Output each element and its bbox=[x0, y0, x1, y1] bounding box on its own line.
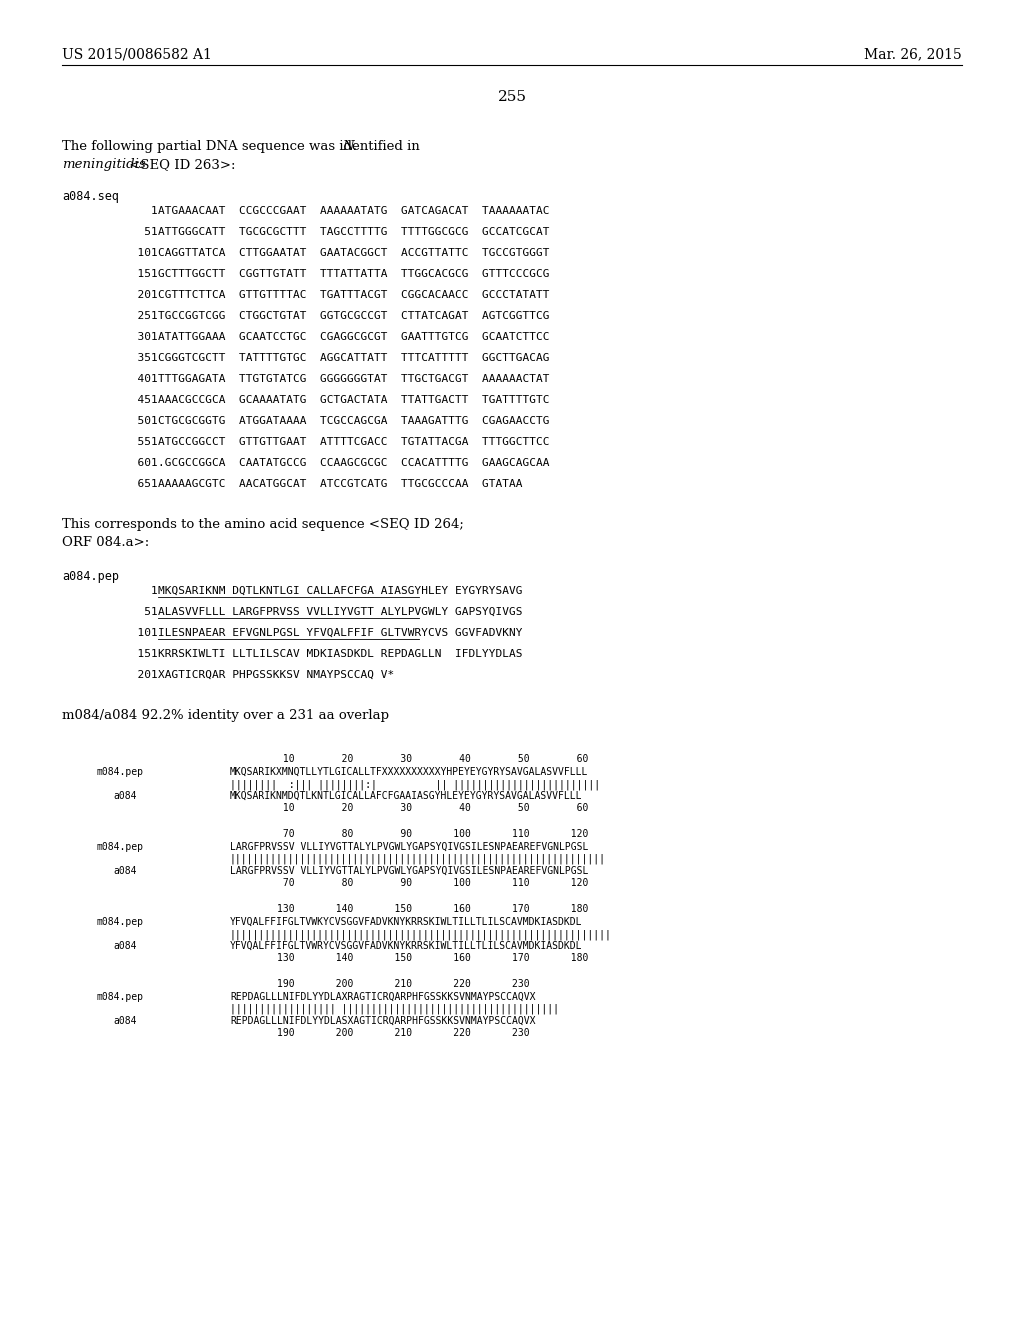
Text: 101: 101 bbox=[124, 628, 158, 638]
Text: 1: 1 bbox=[124, 206, 158, 216]
Text: CGTTTCTTCA  GTTGTTTTAC  TGATTTACGT  CGGCACAACC  GCCCTATATT: CGTTTCTTCA GTTGTTTTAC TGATTTACGT CGGCACA… bbox=[158, 290, 550, 300]
Text: .GCGCCGGCA  CAATATGCCG  CCAAGCGCGC  CCACATTTTG  GAAGCAGCAA: .GCGCCGGCA CAATATGCCG CCAAGCGCGC CCACATT… bbox=[158, 458, 550, 469]
Text: GCTTTGGCTT  CGGTTGTATT  TTTATTATTA  TTGGCACGCG  GTTTCCCGCG: GCTTTGGCTT CGGTTGTATT TTTATTATTA TTGGCAC… bbox=[158, 269, 550, 279]
Text: N.: N. bbox=[342, 140, 356, 153]
Text: 130       140       150       160       170       180: 130 140 150 160 170 180 bbox=[230, 953, 589, 964]
Text: 351: 351 bbox=[124, 352, 158, 363]
Text: a084: a084 bbox=[113, 941, 136, 950]
Text: 401: 401 bbox=[124, 374, 158, 384]
Text: a084: a084 bbox=[113, 866, 136, 876]
Text: m084.pep: m084.pep bbox=[96, 917, 143, 927]
Text: 151: 151 bbox=[124, 269, 158, 279]
Text: ORF 084.a>:: ORF 084.a>: bbox=[62, 536, 150, 549]
Text: US 2015/0086582 A1: US 2015/0086582 A1 bbox=[62, 48, 212, 61]
Text: ALASVVFLLL LARGFPRVSS VVLLIYVGTT ALYLPVGWLY GAPSYQIVGS: ALASVVFLLL LARGFPRVSS VVLLIYVGTT ALYLPVG… bbox=[158, 607, 522, 616]
Text: 190       200       210       220       230: 190 200 210 220 230 bbox=[230, 1028, 529, 1038]
Text: YFVQALFFIFGLTVWRYCVSGGVFADVKNYKRRSKIWLTILLTLILSCAVMDKIASDKDL: YFVQALFFIFGLTVWRYCVSGGVFADVKNYKRRSKIWLTI… bbox=[230, 941, 583, 950]
Text: 255: 255 bbox=[498, 90, 526, 104]
Text: 151: 151 bbox=[124, 649, 158, 659]
Text: 101: 101 bbox=[124, 248, 158, 257]
Text: 51: 51 bbox=[124, 607, 158, 616]
Text: 10        20        30        40        50        60: 10 20 30 40 50 60 bbox=[230, 803, 589, 813]
Text: This corresponds to the amino acid sequence <SEQ ID 264;: This corresponds to the amino acid seque… bbox=[62, 517, 464, 531]
Text: CTGCGCGGTG  ATGGATAAAA  TCGCCAGCGA  TAAAGATTTG  CGAGAACCTG: CTGCGCGGTG ATGGATAAAA TCGCCAGCGA TAAAGAT… bbox=[158, 416, 550, 426]
Text: 501: 501 bbox=[124, 416, 158, 426]
Text: REPDAGLLLNIFDLYYDLAXRAGTICRQARPHFGSSKKSVNMAYPSCCAQVX: REPDAGLLLNIFDLYYDLAXRAGTICRQARPHFGSSKKSV… bbox=[230, 993, 536, 1002]
Text: XAGTICRQAR PHPGSSKKSV NMAYPSCCAQ V*: XAGTICRQAR PHPGSSKKSV NMAYPSCCAQ V* bbox=[158, 671, 394, 680]
Text: |||||||||||||||||| |||||||||||||||||||||||||||||||||||||: |||||||||||||||||| |||||||||||||||||||||… bbox=[230, 1005, 559, 1015]
Text: 70        80        90       100       110       120: 70 80 90 100 110 120 bbox=[230, 829, 589, 840]
Text: TGCCGGTCGG  CTGGCTGTAT  GGTGCGCCGT  CTTATCAGAT  AGTCGGTTCG: TGCCGGTCGG CTGGCTGTAT GGTGCGCCGT CTTATCA… bbox=[158, 312, 550, 321]
Text: 51: 51 bbox=[124, 227, 158, 238]
Text: ATGAAACAAT  CCGCCCGAAT  AAAAAATATG  GATCAGACAT  TAAAAAATAC: ATGAAACAAT CCGCCCGAAT AAAAAATATG GATCAGA… bbox=[158, 206, 550, 216]
Text: m084.pep: m084.pep bbox=[96, 842, 143, 851]
Text: TTTGGAGATA  TTGTGTATCG  GGGGGGGTAT  TTGCTGACGT  AAAAAACTAT: TTTGGAGATA TTGTGTATCG GGGGGGGTAT TTGCTGA… bbox=[158, 374, 550, 384]
Text: 201: 201 bbox=[124, 290, 158, 300]
Text: m084/a084 92.2% identity over a 231 aa overlap: m084/a084 92.2% identity over a 231 aa o… bbox=[62, 709, 389, 722]
Text: ||||||||  :||| ||||||||:|          || |||||||||||||||||||||||||: |||||||| :||| ||||||||:| || ||||||||||||… bbox=[230, 779, 600, 789]
Text: a084: a084 bbox=[113, 791, 136, 801]
Text: 70        80        90       100       110       120: 70 80 90 100 110 120 bbox=[230, 878, 589, 888]
Text: MKQSARIKXMNQTLLYTLGICALLTFXXXXXXXXXXYHPEYEYGYRYSAVGALASVVFLLL: MKQSARIKXMNQTLLYTLGICALLTFXXXXXXXXXXYHPE… bbox=[230, 767, 589, 777]
Text: ||||||||||||||||||||||||||||||||||||||||||||||||||||||||||||||||: ||||||||||||||||||||||||||||||||||||||||… bbox=[230, 854, 606, 865]
Text: m084.pep: m084.pep bbox=[96, 767, 143, 777]
Text: 451: 451 bbox=[124, 395, 158, 405]
Text: meningitidis: meningitidis bbox=[62, 158, 145, 172]
Text: 301: 301 bbox=[124, 333, 158, 342]
Text: LARGFPRVSSV VLLIYVGTTALYLPVGWLYGAPSYQIVGSILESNPAEAREFVGNLPGSL: LARGFPRVSSV VLLIYVGTTALYLPVGWLYGAPSYQIVG… bbox=[230, 842, 589, 851]
Text: 201: 201 bbox=[124, 671, 158, 680]
Text: MKQSARIKNMDQTLKNTLGICALLAFCFGAAIASGYHLEYEYGYRYSAVGALASVVFLLL: MKQSARIKNMDQTLKNTLGICALLAFCFGAAIASGYHLEY… bbox=[230, 791, 583, 801]
Text: AAAAAGCGTC  AACATGGCAT  ATCCGTCATG  TTGCGCCCAA  GTATAA: AAAAAGCGTC AACATGGCAT ATCCGTCATG TTGCGCC… bbox=[158, 479, 522, 488]
Text: REPDAGLLLNIFDLYYDLASXAGTICRQARPHFGSSKKSVNMAYPSCCAQVX: REPDAGLLLNIFDLYYDLASXAGTICRQARPHFGSSKKSV… bbox=[230, 1016, 536, 1026]
Text: ATTGGGCATT  TGCGCGCTTT  TAGCCTTTTG  TTTTGGCGCG  GCCATCGCAT: ATTGGGCATT TGCGCGCTTT TAGCCTTTTG TTTTGGC… bbox=[158, 227, 550, 238]
Text: YFVQALFFIFGLTVWKYCVSGGVFADVKNYKRRSKIWLTILLTLILSCAVMDKIASDKDL: YFVQALFFIFGLTVWKYCVSGGVFADVKNYKRRSKIWLTI… bbox=[230, 917, 583, 927]
Text: 190       200       210       220       230: 190 200 210 220 230 bbox=[230, 979, 529, 989]
Text: a084: a084 bbox=[113, 1016, 136, 1026]
Text: CGGGTCGCTT  TATTTTGTGC  AGGCATTATT  TTTCATTTTT  GGCTTGACAG: CGGGTCGCTT TATTTTGTGC AGGCATTATT TTTCATT… bbox=[158, 352, 550, 363]
Text: 1: 1 bbox=[124, 586, 158, 597]
Text: MKQSARIKNM DQTLKNTLGI CALLAFCFGA AIASGYHLEY EYGYRYSAVG: MKQSARIKNM DQTLKNTLGI CALLAFCFGA AIASGYH… bbox=[158, 586, 522, 597]
Text: LARGFPRVSSV VLLIYVGTTALYLPVGWLYGAPSYQIVGSILESNPAEAREFVGNLPGSL: LARGFPRVSSV VLLIYVGTTALYLPVGWLYGAPSYQIVG… bbox=[230, 866, 589, 876]
Text: ILESNPAEAR EFVGNLPGSL YFVQALFFIF GLTVWRYCVS GGVFADVKNY: ILESNPAEAR EFVGNLPGSL YFVQALFFIF GLTVWRY… bbox=[158, 628, 522, 638]
Text: ATGCCGGCCT  GTTGTTGAAT  ATTTTCGACC  TGTATTACGA  TTTGGCTTCC: ATGCCGGCCT GTTGTTGAAT ATTTTCGACC TGTATTA… bbox=[158, 437, 550, 447]
Text: <SEQ ID 263>:: <SEQ ID 263>: bbox=[125, 158, 236, 172]
Text: The following partial DNA sequence was identified in: The following partial DNA sequence was i… bbox=[62, 140, 424, 153]
Text: 551: 551 bbox=[124, 437, 158, 447]
Text: 251: 251 bbox=[124, 312, 158, 321]
Text: CAGGTTATCA  CTTGGAATAT  GAATACGGCT  ACCGTTATTC  TGCCGTGGGT: CAGGTTATCA CTTGGAATAT GAATACGGCT ACCGTTA… bbox=[158, 248, 550, 257]
Text: 10        20        30        40        50        60: 10 20 30 40 50 60 bbox=[230, 754, 589, 764]
Text: 601: 601 bbox=[124, 458, 158, 469]
Text: m084.pep: m084.pep bbox=[96, 993, 143, 1002]
Text: 130       140       150       160       170       180: 130 140 150 160 170 180 bbox=[230, 904, 589, 913]
Text: ATATTGGAAA  GCAATCCTGC  CGAGGCGCGT  GAATTTGTCG  GCAATCTTCC: ATATTGGAAA GCAATCCTGC CGAGGCGCGT GAATTTG… bbox=[158, 333, 550, 342]
Text: a084.pep: a084.pep bbox=[62, 570, 119, 583]
Text: AAACGCCGCA  GCAAAATATG  GCTGACTATA  TTATTGACTT  TGATTTTGTC: AAACGCCGCA GCAAAATATG GCTGACTATA TTATTGA… bbox=[158, 395, 550, 405]
Text: KRRSKIWLTI LLTLILSCAV MDKIASDKDL REPDAGLLN  IFDLYYDLAS: KRRSKIWLTI LLTLILSCAV MDKIASDKDL REPDAGL… bbox=[158, 649, 522, 659]
Text: 651: 651 bbox=[124, 479, 158, 488]
Text: a084.seq: a084.seq bbox=[62, 190, 119, 203]
Text: |||||||||||||||||||||||||||||||||||||||||||||||||||||||||||||||||: ||||||||||||||||||||||||||||||||||||||||… bbox=[230, 929, 612, 940]
Text: Mar. 26, 2015: Mar. 26, 2015 bbox=[864, 48, 962, 61]
